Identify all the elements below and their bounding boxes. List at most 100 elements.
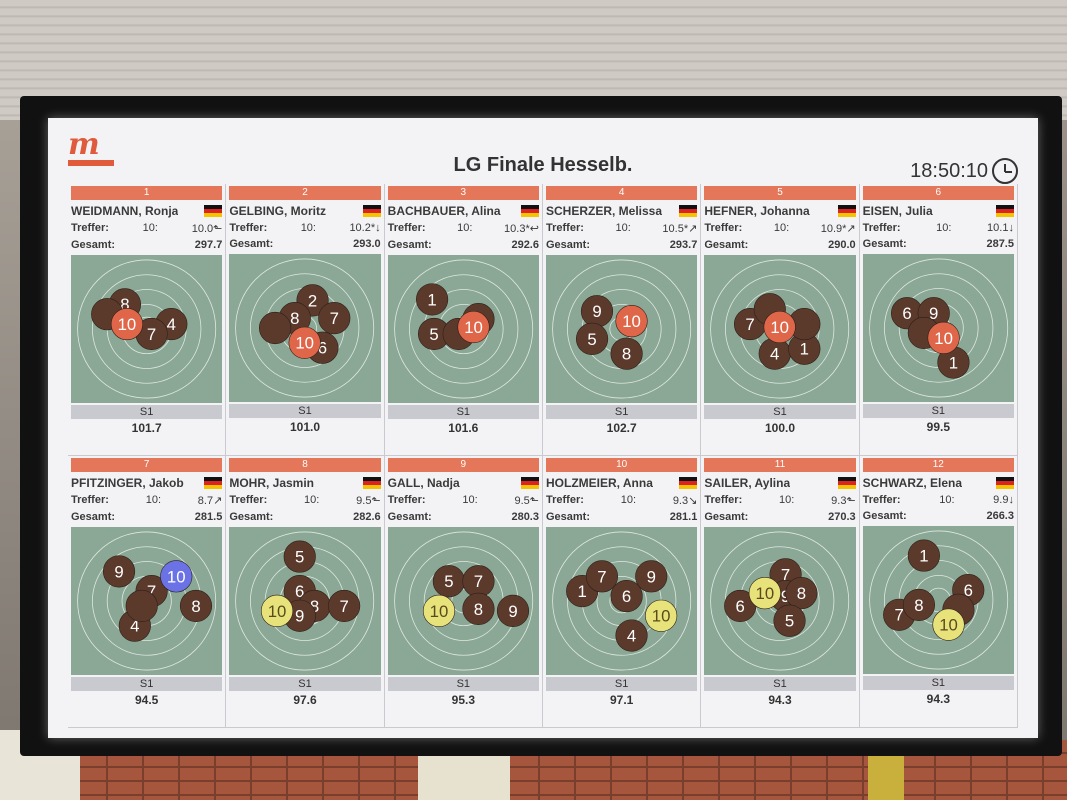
shot-value: 9: [647, 567, 656, 586]
shot-value: 9: [114, 562, 123, 581]
shot-value: 7: [147, 582, 156, 601]
shot-hole: 5: [773, 604, 806, 637]
gesamt-label: Gesamt:: [229, 238, 274, 250]
target-display: 2 7 8 6 10: [229, 254, 381, 402]
shot-value: 2: [308, 291, 317, 310]
total-score: 287.5: [986, 238, 1014, 250]
gesamt-label: Gesamt:: [229, 511, 274, 523]
germany-flag-icon: [204, 205, 223, 217]
shooter-card[interactable]: 4 SCHERZER, Melissa Treffer: 10: 10.5*↗ …: [542, 184, 702, 456]
total-score: 282.6: [353, 511, 381, 523]
shot-value: 7: [147, 325, 156, 344]
shooter-card[interactable]: 10 HOLZMEIER, Anna Treffer: 10: 9.3↘ Ges…: [542, 456, 702, 728]
shooter-name: MOHR, Jasmin: [229, 476, 315, 490]
shooter-card[interactable]: 12 SCHWARZ, Elena Treffer: 10: 9.9↓ Gesa…: [859, 456, 1018, 728]
shot-hole: 10: [615, 305, 648, 338]
treffer-label: Treffer:: [862, 494, 901, 506]
lane-number: 9: [387, 458, 539, 472]
target-ring: [77, 531, 217, 671]
total-score: 281.5: [194, 511, 223, 523]
shooter-card[interactable]: 11 SAILER, Aylina Treffer: 10: 9.3⬑ Gesa…: [701, 456, 860, 728]
shot-label: 10:: [142, 222, 158, 234]
shot-value: 5: [444, 572, 453, 591]
shot-hole: 9: [496, 594, 529, 627]
shot-hole: 10: [422, 594, 455, 627]
shooter-name: WEIDMANN, Ronja: [71, 204, 179, 218]
gesamt-label: Gesamt:: [704, 511, 749, 523]
shot-hole: 8: [610, 337, 643, 370]
shot-label: 10:: [457, 222, 473, 234]
shot-hole: 8: [785, 577, 818, 610]
shot-value: 4: [627, 626, 636, 645]
shooter-grid: 1 WEIDMANN, Ronja Treffer: 10: 10.0⬑ Ges…: [68, 184, 1018, 728]
shot-label: 10:: [304, 494, 320, 506]
shot-value: 8: [191, 597, 200, 616]
lane-number: 6: [862, 186, 1014, 200]
shot-hole: 4: [758, 337, 792, 370]
shooter-name: PFITZINGER, Jakob: [71, 476, 184, 490]
total-score: 293.7: [669, 239, 698, 251]
shot-hole: 10: [160, 560, 193, 593]
treffer-label: Treffer:: [862, 222, 901, 234]
shot-hole: 7: [462, 565, 495, 598]
germany-flag-icon: [520, 205, 539, 217]
shot-hole: 9: [102, 555, 136, 588]
meyton-logo-icon: m: [68, 130, 124, 172]
last-shot-value: 8.7: [197, 495, 214, 507]
series-score: 101.7: [131, 421, 162, 435]
germany-flag-icon: [995, 477, 1014, 489]
shot-value: 1: [948, 353, 957, 372]
total-score: 266.3: [986, 510, 1014, 522]
shooter-card[interactable]: 6 EISEN, Julia Treffer: 10: 10.1↓ Gesamt…: [859, 184, 1018, 456]
treffer-label: Treffer:: [387, 222, 426, 234]
series-score: 102.7: [606, 421, 637, 435]
series-score: 97.6: [293, 693, 317, 707]
last-shot-value: 9.5: [356, 495, 372, 507]
shooter-card[interactable]: 1 WEIDMANN, Ronja Treffer: 10: 10.0⬑ Ges…: [68, 184, 227, 456]
target-ring: [77, 259, 217, 399]
target-svg: 17 96 4 10: [547, 527, 696, 675]
shot-label: 10:: [145, 494, 161, 506]
shot-value: 10: [934, 329, 953, 348]
shot-value: 1: [919, 547, 928, 566]
target-ring: [235, 258, 375, 398]
shot-hole: 5: [283, 540, 317, 573]
target-display: 6 7 9 8 5 10: [704, 527, 856, 675]
shot-value: 8: [290, 309, 299, 328]
germany-flag-icon: [520, 477, 539, 489]
shot-hole: 7: [585, 560, 619, 593]
shooter-card[interactable]: 3 BACHBAUER, Alina Treffer: 10: 10.3*↩ G…: [384, 184, 543, 456]
target-display: 9 5 8 10: [545, 255, 698, 403]
gesamt-label: Gesamt:: [387, 511, 432, 523]
gesamt-label: Gesamt:: [862, 510, 907, 522]
target-svg: 1 6 78 10: [864, 526, 1013, 674]
shot-label: 10:: [462, 494, 478, 506]
shooter-card[interactable]: 8 MOHR, Jasmin Treffer: 10: 9.5⬑ Gesamt:…: [226, 456, 385, 728]
shot-value: 5: [785, 612, 794, 631]
series-label: S1: [229, 404, 381, 418]
shot-value: 4: [770, 345, 779, 364]
last-shot-value: 9.5: [514, 495, 530, 507]
shot-label: 10:: [620, 494, 636, 506]
scoreboard-screen: m LG Finale Hesselb. 18:50:10 1 WEIDMANN…: [48, 118, 1038, 738]
shooter-card[interactable]: 7 PFITZINGER, Jakob Treffer: 10: 8.7↗ Ge…: [68, 456, 227, 728]
trend-arrow-icon: ⬑: [213, 223, 223, 235]
shooter-card[interactable]: 9 GALL, Nadja Treffer: 10: 9.5⬑ Gesamt: …: [384, 456, 543, 728]
shot-hole: 8: [179, 589, 213, 623]
shooter-card[interactable]: 5 HEFNER, Johanna Treffer: 10: 10.9*↗ Ge…: [701, 184, 860, 456]
target-ring: [408, 274, 518, 384]
treffer-label: Treffer:: [704, 222, 743, 234]
series-label: S1: [545, 677, 698, 691]
shot-value: 9: [929, 304, 938, 323]
last-shot-value: 10.2*: [349, 222, 376, 234]
series-score: 99.5: [926, 420, 950, 434]
last-shot-value: 9.3: [672, 495, 689, 507]
shot-value: 6: [622, 587, 631, 606]
shot-value: 6: [318, 339, 327, 358]
target-display: 1 5 10: [387, 255, 539, 403]
shooter-name: SCHERZER, Melissa: [545, 204, 663, 218]
target-svg: 74 1 10: [705, 255, 854, 403]
last-shot-value: 10.5*: [662, 223, 689, 235]
shooter-card[interactable]: 2 GELBING, Moritz Treffer: 10: 10.2*↓ Ge…: [226, 184, 385, 456]
shot-value: 5: [295, 548, 304, 567]
